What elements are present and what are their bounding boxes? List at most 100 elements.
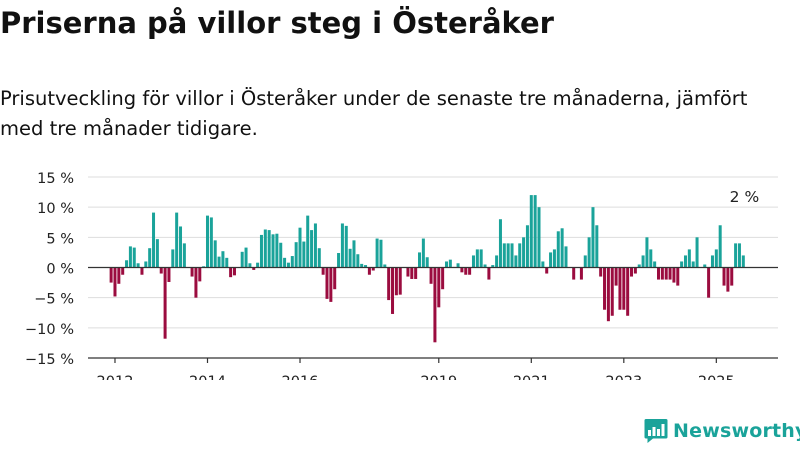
bar [221,251,225,268]
bar [714,249,718,268]
bar [603,267,607,310]
y-tick-label: 15 % [37,171,74,187]
x-tick-label: 2016 [282,374,319,380]
newsworthy-logo-icon [644,419,668,443]
bar [406,267,410,277]
bar [252,267,256,270]
bar [487,267,491,280]
bar [302,241,306,268]
bar [687,249,691,268]
latest-value-label: 2 % [730,188,760,206]
bar [352,240,356,268]
bar [248,263,252,268]
x-tick-label: 2019 [420,374,457,380]
bar [398,267,402,295]
bar [622,267,626,310]
bar [225,257,229,268]
bar [730,267,734,286]
bar [267,230,271,268]
bar [456,263,460,268]
bar [375,238,379,268]
bar [217,256,221,268]
bar [190,267,194,277]
bar [298,227,302,268]
bar [148,248,152,268]
bar [263,229,267,268]
bar [240,251,244,268]
bar [306,215,310,268]
bar [645,237,649,268]
bar [175,212,179,268]
x-tick-label: 2021 [513,374,550,380]
bar [348,248,352,268]
bar [579,267,583,280]
bar [121,267,125,275]
bar [533,195,537,268]
bar [595,225,599,268]
bar [495,255,499,268]
bar [444,261,448,268]
y-tick-label: 10 % [37,201,74,217]
bar [529,195,533,268]
bar [545,267,549,274]
bar [171,249,175,268]
bar [637,264,641,268]
bar [383,264,387,268]
bar [213,240,217,268]
newsworthy-logo[interactable]: Newsworthy [644,418,800,444]
bar [425,257,429,268]
bar [556,231,560,268]
bar [232,267,236,276]
bar [136,263,140,268]
bar [344,225,348,268]
bar [695,237,699,268]
bar [614,267,618,286]
bar [163,267,167,339]
bar [321,267,325,275]
bar [610,267,614,316]
bar [367,267,371,275]
bar [198,267,202,282]
bar [155,239,159,268]
bar [317,248,321,268]
bar [506,243,510,268]
bar [525,225,529,268]
bar [641,255,645,268]
bar [691,261,695,268]
bar [325,267,329,299]
bar [491,265,495,268]
bar [283,257,287,268]
bar [421,238,425,268]
bar [182,243,186,268]
bar [518,243,522,268]
bar [591,207,595,268]
bar [572,267,576,280]
bar [460,267,464,273]
bar [410,267,414,279]
brand-name: Newsworthy [673,420,800,442]
bar [471,255,475,268]
bar [537,207,541,268]
bar [475,249,479,268]
bar [722,267,726,286]
bar [483,264,487,268]
bar [279,242,283,268]
y-tick-label: 0 % [46,262,74,278]
x-tick-label: 2023 [605,374,642,380]
bar [479,249,483,268]
bar [132,247,136,268]
bar [294,242,298,268]
bar-chart: 15 % 10 % 5 % 0 % −5 % −10 % −15 % 2012 2014 2016… [25,171,778,380]
bar [140,267,144,275]
bar [630,267,634,277]
bar [587,237,591,268]
bar [502,243,506,268]
bar [498,219,502,268]
bar [310,230,314,268]
bar [660,267,664,280]
bar [560,228,564,268]
bar [514,255,518,268]
bar [256,262,260,268]
bar [159,267,163,274]
bar [680,261,684,268]
